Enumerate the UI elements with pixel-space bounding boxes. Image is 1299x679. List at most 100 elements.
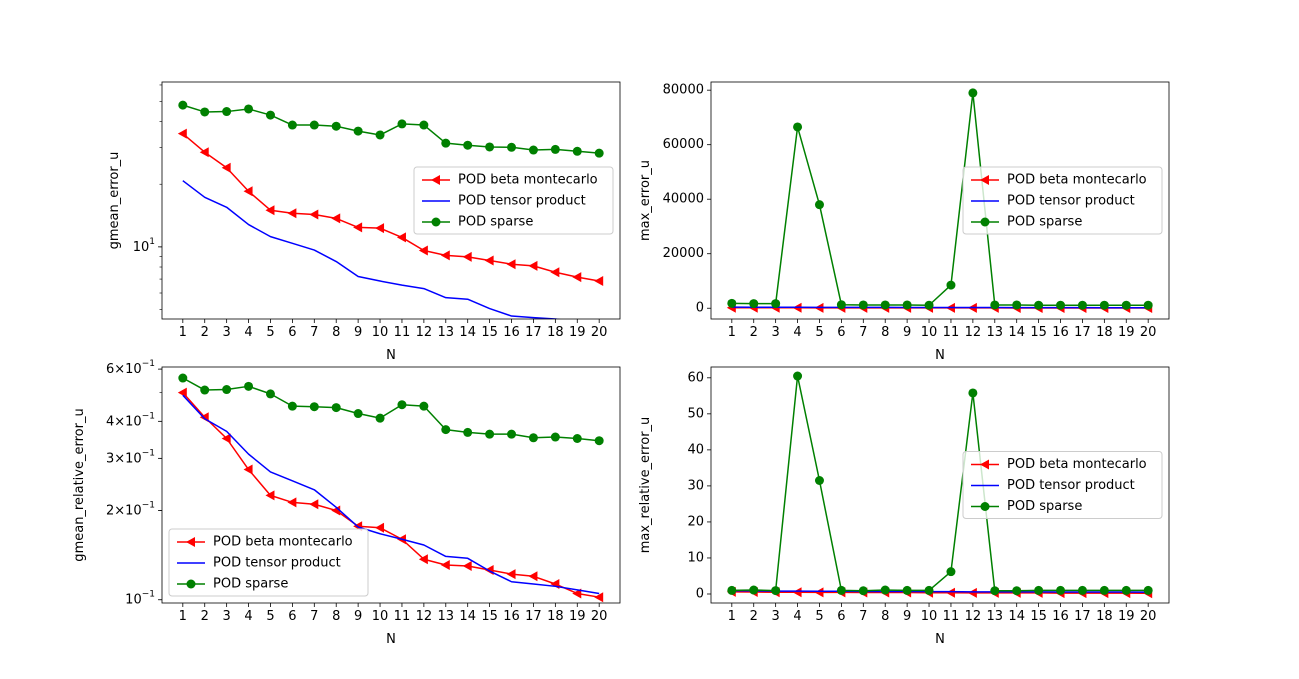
data-point (375, 413, 385, 423)
chart-bottom-left: 1 2 3 4 5 6 7 8 9 10 11 12 13 14 15 16 17 18 19 2010−12×10−… (72, 359, 621, 647)
legend-marker (980, 459, 989, 470)
y-tick-label: 80000 (663, 83, 704, 98)
data-point (814, 475, 824, 485)
plot-area (726, 371, 1153, 599)
x-tick-label: 5 (815, 325, 823, 340)
data-point (419, 120, 429, 130)
x-tick-label: 16 (503, 609, 520, 624)
x-tick-label: 12 (416, 609, 433, 624)
data-point (485, 429, 495, 439)
data-point (1056, 300, 1066, 310)
axes-frame (710, 366, 1170, 604)
data-point (836, 300, 846, 310)
data-point (727, 585, 737, 595)
data-point (507, 142, 517, 152)
data-point (331, 121, 341, 131)
data-point (1034, 585, 1044, 595)
x-tick-label: 4 (793, 609, 801, 624)
x-tick-label: 19 (1118, 325, 1135, 340)
x-tick-label: 4 (244, 325, 252, 340)
data-point (397, 119, 407, 129)
data-point (528, 433, 538, 443)
legend-box (962, 451, 1163, 519)
x-tick-label: 9 (903, 325, 911, 340)
data-point (946, 567, 956, 577)
x-tick-label: 5 (266, 325, 274, 340)
plot-area (177, 100, 604, 319)
x-tick-label: 3 (223, 609, 231, 624)
legend-marker (980, 175, 989, 185)
x-tick-label: 18 (547, 609, 564, 624)
x-axis-label: N (935, 632, 945, 647)
legend-marker (431, 217, 441, 227)
x-tick-label: 5 (266, 609, 274, 624)
x-tick-label: 6 (837, 325, 845, 340)
legend-label: POD tensor product (1007, 194, 1135, 209)
data-point (749, 585, 759, 595)
data-point (178, 373, 188, 383)
x-tick-label: 6 (288, 325, 296, 340)
data-point (418, 245, 428, 256)
legend-box (413, 166, 614, 235)
y-axis-label: max_relative_error_u (638, 417, 653, 554)
x-tick-label: 13 (987, 609, 1004, 624)
x-tick-label: 9 (354, 609, 362, 624)
data-point (792, 587, 802, 598)
x-tick-label: 2 (201, 609, 209, 624)
legend-label: POD beta montecarlo (213, 535, 353, 550)
legend-marker (431, 175, 440, 185)
data-point (177, 387, 187, 398)
legend-marker (980, 217, 990, 227)
data-point (727, 298, 737, 308)
axes-frame (161, 81, 621, 320)
legend: POD beta montecarlo POD tensor product POD… (413, 166, 614, 235)
data-point (287, 120, 297, 130)
data-point (244, 104, 254, 114)
data-point (594, 276, 604, 287)
x-tick-label: 7 (310, 325, 318, 340)
y-axis-label: max_error_u (638, 160, 653, 241)
x-tick-label: 10 (372, 609, 389, 624)
x-tick-label: 4 (793, 325, 801, 340)
x-tick-label: 14 (459, 609, 476, 624)
data-point (199, 147, 209, 158)
legend: POD beta montecarlo POD tensor product POD… (168, 528, 369, 597)
data-point (265, 110, 275, 120)
x-tick-label: 13 (438, 609, 455, 624)
data-point (902, 585, 912, 595)
x-tick-label: 20 (591, 325, 608, 340)
x-tick-label: 7 (859, 609, 867, 624)
data-point (550, 267, 560, 278)
data-point (244, 381, 254, 391)
x-tick-label: 15 (481, 609, 498, 624)
y-tick-label: 20000 (663, 246, 704, 261)
series-line-1 (182, 180, 561, 319)
data-point (243, 464, 253, 475)
data-point (858, 300, 868, 310)
data-point (594, 148, 604, 158)
legend: POD beta montecarlo POD tensor product POD… (962, 166, 1163, 235)
x-tick-label: 3 (223, 325, 231, 340)
data-point (462, 251, 472, 262)
x-tick-label: 1 (179, 609, 187, 624)
data-point (419, 401, 429, 411)
data-point (814, 200, 824, 210)
data-point (485, 142, 495, 152)
x-tick-label: 14 (459, 325, 476, 340)
data-point (550, 144, 560, 154)
x-axis-label: N (935, 348, 945, 363)
data-point (967, 587, 977, 598)
x-tick-label: 11 (394, 325, 411, 340)
data-point (507, 429, 517, 439)
data-point (200, 107, 210, 117)
data-point (771, 586, 781, 596)
data-point (550, 579, 560, 590)
x-tick-label: 16 (1052, 609, 1069, 624)
data-point (506, 569, 516, 580)
chart-top-right: 1 2 3 4 5 6 7 8 9 10 11 12 13 14 15 16 17 18 19 20020000400… (638, 81, 1170, 363)
data-point (1056, 585, 1066, 595)
data-point (902, 300, 912, 310)
x-tick-label: 15 (1030, 325, 1047, 340)
data-point (440, 250, 450, 261)
x-tick-label: 2 (750, 325, 758, 340)
